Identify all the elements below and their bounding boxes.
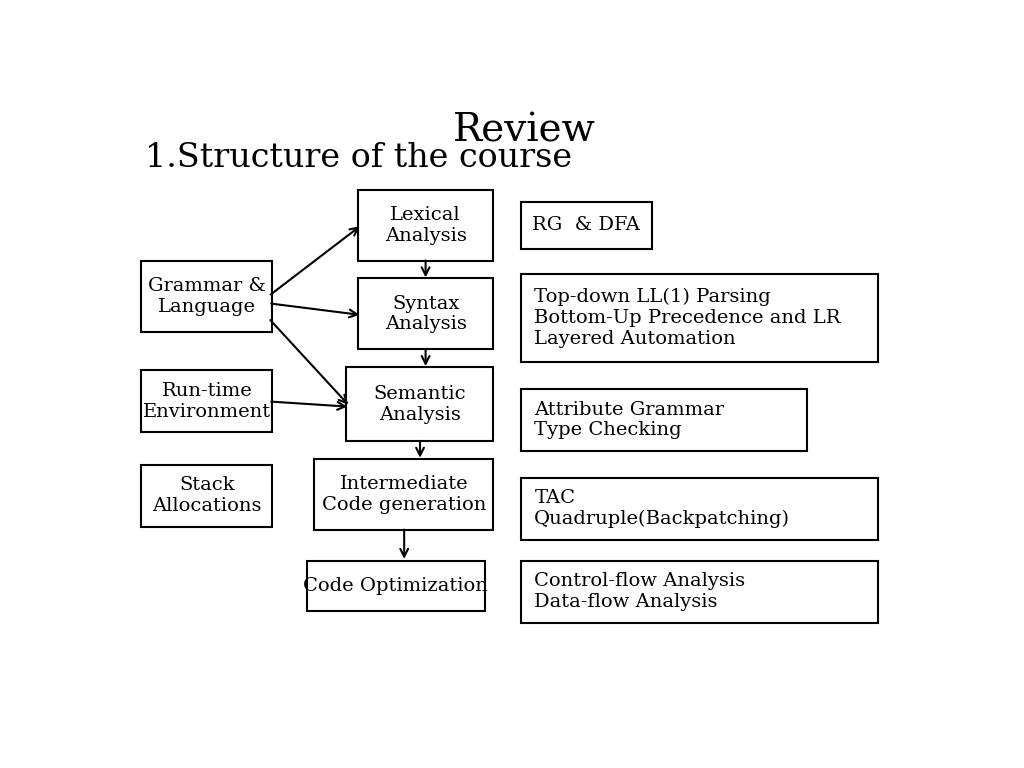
Text: Semantic
Analysis: Semantic Analysis — [374, 385, 466, 423]
Text: 1.Structure of the course: 1.Structure of the course — [145, 142, 572, 174]
FancyBboxPatch shape — [521, 273, 878, 362]
FancyBboxPatch shape — [521, 478, 878, 540]
Text: TAC
Quadruple(Backpatching): TAC Quadruple(Backpatching) — [535, 489, 791, 528]
Text: Lexical
Analysis: Lexical Analysis — [385, 206, 467, 245]
FancyBboxPatch shape — [358, 279, 494, 349]
Text: Run-time
Environment: Run-time Environment — [143, 382, 271, 421]
FancyBboxPatch shape — [358, 190, 494, 260]
FancyBboxPatch shape — [141, 465, 272, 527]
Text: Control-flow Analysis
Data-flow Analysis: Control-flow Analysis Data-flow Analysis — [535, 572, 745, 611]
Text: Attribute Grammar
Type Checking: Attribute Grammar Type Checking — [535, 401, 724, 439]
FancyBboxPatch shape — [521, 561, 878, 623]
FancyBboxPatch shape — [314, 458, 494, 530]
FancyBboxPatch shape — [346, 367, 494, 441]
FancyBboxPatch shape — [521, 389, 807, 451]
Text: Syntax
Analysis: Syntax Analysis — [385, 294, 467, 333]
Text: RG  & DFA: RG & DFA — [532, 217, 640, 234]
Text: Intermediate
Code generation: Intermediate Code generation — [322, 475, 486, 514]
FancyBboxPatch shape — [141, 370, 272, 432]
Text: Code Optimization: Code Optimization — [303, 577, 488, 594]
Text: Grammar &
Language: Grammar & Language — [148, 276, 266, 316]
FancyBboxPatch shape — [521, 201, 652, 249]
Text: Review: Review — [454, 113, 596, 150]
Text: Stack
Allocations: Stack Allocations — [153, 476, 262, 515]
FancyBboxPatch shape — [306, 561, 485, 611]
FancyBboxPatch shape — [141, 260, 272, 332]
Text: Top-down LL(1) Parsing
Bottom-Up Precedence and LR
Layered Automation: Top-down LL(1) Parsing Bottom-Up Precede… — [535, 288, 841, 348]
